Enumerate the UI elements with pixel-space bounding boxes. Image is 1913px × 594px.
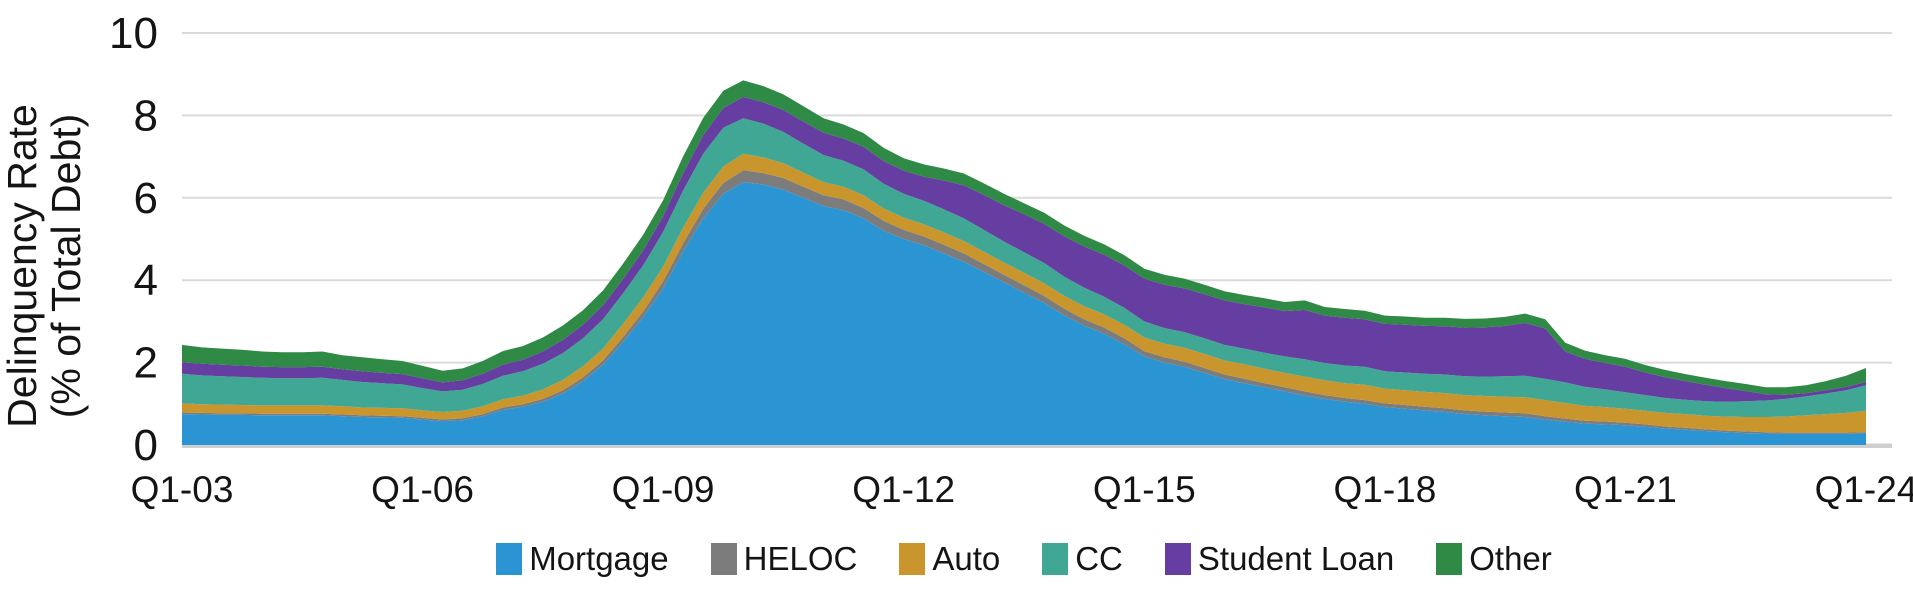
y-tick-label-4: 4 bbox=[134, 256, 158, 305]
legend-item-mortgage: Mortgage bbox=[496, 540, 669, 578]
y-tick-label-8: 8 bbox=[134, 91, 158, 140]
legend-swatch-mortgage bbox=[496, 543, 523, 575]
stacked-areas bbox=[182, 80, 1866, 445]
x-tick-label-Q1-24: Q1-24 bbox=[1815, 469, 1913, 510]
legend-swatch-cc bbox=[1042, 543, 1069, 575]
x-tick-label-Q1-15: Q1-15 bbox=[1093, 469, 1196, 510]
y-tick-label-2: 2 bbox=[134, 339, 158, 388]
legend-label-heloc: HELOC bbox=[743, 540, 858, 577]
area-cc bbox=[182, 118, 1866, 418]
x-tick-label-Q1-18: Q1-18 bbox=[1333, 469, 1436, 510]
y-axis-tick-labels: 0 2 4 6 8 10 bbox=[109, 9, 158, 470]
legend-swatch-other bbox=[1436, 543, 1463, 575]
legend-item-auto: Auto bbox=[899, 540, 1000, 578]
x-tick-label-Q1-06: Q1-06 bbox=[371, 469, 474, 510]
legend-label-auto: Auto bbox=[932, 540, 1001, 577]
legend-item-student-loan: Student Loan bbox=[1164, 540, 1395, 578]
legend-item-other: Other bbox=[1436, 540, 1552, 578]
y-tick-label-6: 6 bbox=[134, 174, 158, 223]
legend-label-cc: CC bbox=[1075, 540, 1123, 577]
x-tick-label-Q1-03: Q1-03 bbox=[131, 469, 234, 510]
x-tick-label-Q1-21: Q1-21 bbox=[1574, 469, 1677, 510]
x-tick-label-Q1-12: Q1-12 bbox=[852, 469, 955, 510]
x-tick-label-Q1-09: Q1-09 bbox=[612, 469, 715, 510]
x-axis-tick-labels: Q1-03 Q1-06 Q1-09 Q1-12 Q1-15 Q1-18 Q1-21 Q1-24 bbox=[131, 469, 1913, 510]
legend-label-student-loan: Student Loan bbox=[1197, 540, 1395, 577]
area-student-loan bbox=[182, 96, 1866, 402]
legend-item-cc: CC bbox=[1042, 540, 1123, 578]
legend-label-other: Other bbox=[1469, 540, 1552, 577]
y-axis-title-line-1: Delinquency Rate bbox=[0, 104, 45, 428]
area-mortgage bbox=[182, 182, 1866, 445]
legend: Mortgage HELOC Auto CC Student Loan Other bbox=[182, 537, 1866, 581]
legend-swatch-student-loan bbox=[1164, 543, 1191, 575]
y-tick-label-0: 0 bbox=[134, 421, 158, 470]
legend-label-mortgage: Mortgage bbox=[529, 540, 669, 577]
legend-swatch-heloc bbox=[710, 543, 737, 575]
y-tick-label-10: 10 bbox=[109, 9, 158, 58]
area-other bbox=[182, 80, 1866, 395]
legend-swatch-auto bbox=[899, 543, 926, 575]
y-axis-title-line-2: (% of Total Debt) bbox=[43, 114, 89, 419]
legend-item-heloc: HELOC bbox=[710, 540, 858, 578]
